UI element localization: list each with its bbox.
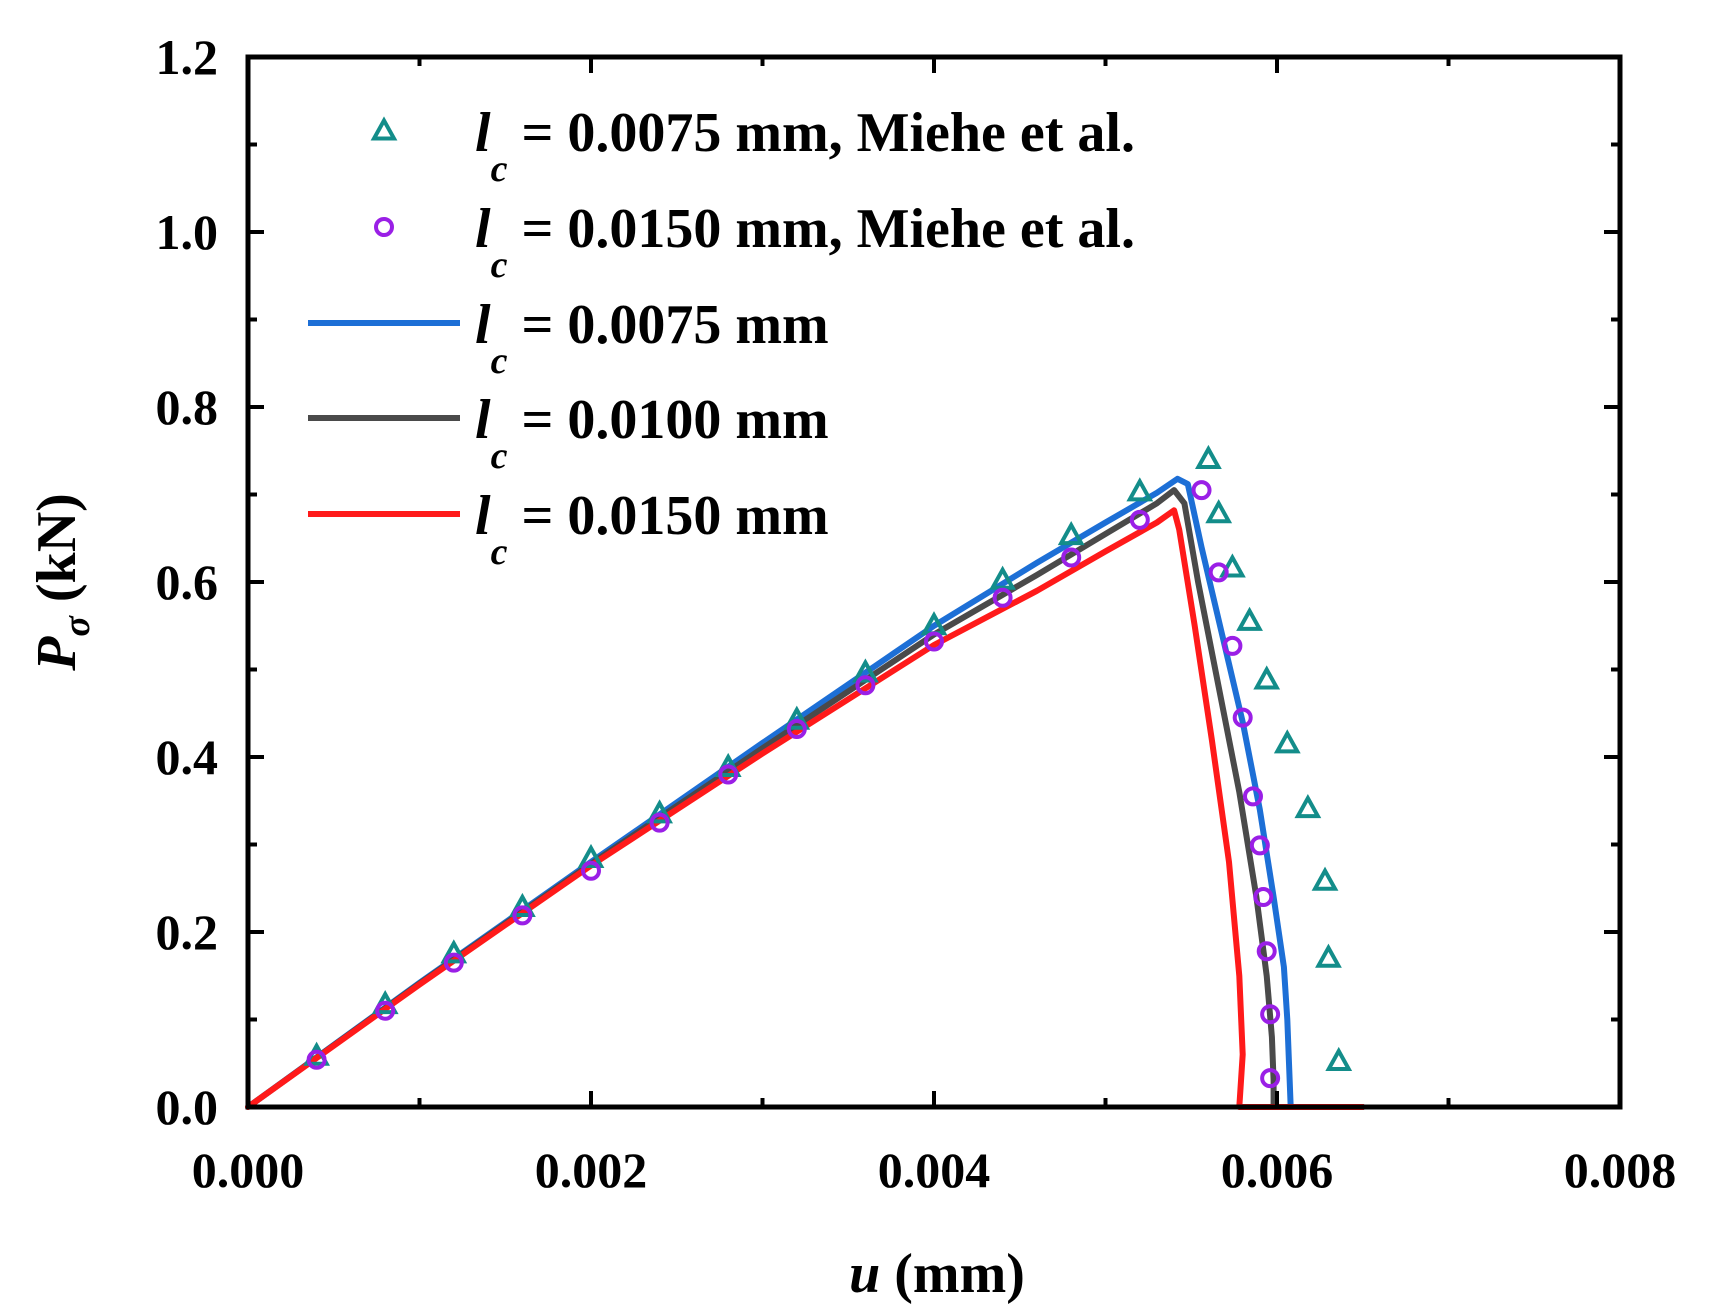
legend-item-lc_0.0075: lc = 0.0075 mm [308, 294, 829, 382]
data-point-circle [924, 631, 944, 652]
data-point-circle [1242, 786, 1263, 807]
y-tick-label: 0.6 [156, 554, 219, 610]
data-point-triangle [1253, 665, 1281, 690]
data-point-triangle [1273, 729, 1301, 754]
data-point-circle [649, 812, 670, 833]
series-line-lc_0.0150 [245, 507, 1366, 1110]
series-layer [245, 444, 1366, 1110]
data-point-triangle [1126, 477, 1154, 502]
legend-item-lc_0.0150_miehe: lc = 0.0150 mm, Miehe et al. [374, 198, 1135, 286]
legend-label: lc = 0.0075 mm [475, 294, 829, 382]
data-point-circle [1260, 1068, 1281, 1089]
legend: lc = 0.0075 mm, Miehe et al.lc = 0.0150 … [308, 102, 1135, 573]
legend-item-lc_0.0150: lc = 0.0150 mm [308, 485, 829, 573]
y-tick-label: 0.4 [156, 729, 219, 785]
data-point-triangle [1236, 606, 1263, 631]
y-axis-title: Pσ (kN) [26, 493, 98, 672]
legend-swatch-circle [374, 217, 394, 237]
data-point-circle [1260, 1004, 1281, 1025]
data-point-triangle [1294, 794, 1322, 819]
legend-item-lc_0.0100: lc = 0.0100 mm [308, 389, 829, 477]
data-point-triangle [1057, 521, 1085, 546]
y-tick-label: 0.0 [156, 1079, 219, 1135]
x-tick-label: 0.006 [1221, 1142, 1334, 1198]
data-point-circle [786, 719, 807, 739]
data-point-triangle [440, 939, 468, 964]
y-tick-label: 0.8 [156, 379, 219, 435]
data-point-triangle [783, 705, 811, 730]
y-tick-label: 1.2 [156, 29, 219, 85]
data-point-triangle [646, 799, 673, 824]
data-point-circle [992, 587, 1013, 608]
x-tick-label: 0.000 [192, 1142, 305, 1198]
y-tick-label: 1.0 [156, 204, 219, 260]
data-point-circle [1232, 707, 1253, 728]
legend-label: lc = 0.0100 mm [475, 389, 829, 477]
data-point-circle [1061, 547, 1082, 568]
y-tick-label: 0.2 [156, 904, 219, 960]
data-point-circle [1222, 635, 1243, 656]
ticks-layer: 0.000 0.002 0.004 0.006 0.008 0.0 0.2 0.4 0.6 0.8… [156, 29, 1677, 1198]
data-point-triangle [577, 843, 605, 868]
data-point-circle [1249, 835, 1270, 856]
data-point-circle [1129, 509, 1150, 530]
series-lc_0.0150_miehe [306, 480, 1281, 1089]
data-point-triangle [509, 892, 536, 917]
data-point-circle [1191, 480, 1212, 501]
x-tick-label: 0.002 [535, 1142, 648, 1198]
legend-label: lc = 0.0075 mm, Miehe et al. [475, 102, 1135, 190]
data-point-circle [1253, 887, 1274, 907]
data-point-triangle [1219, 553, 1246, 578]
data-point-triangle [1325, 1046, 1353, 1071]
series-lc_0.0100 [245, 487, 1366, 1110]
data-point-circle [1208, 562, 1229, 583]
data-point-circle [855, 675, 876, 696]
data-point-triangle [1311, 866, 1339, 891]
data-point-circle [375, 1000, 396, 1021]
data-point-triangle [1205, 499, 1233, 524]
data-point-circle [581, 860, 601, 881]
data-point-circle [718, 764, 739, 785]
x-axis-title: u (mm) [849, 1243, 1025, 1305]
legend-label: lc = 0.0150 mm, Miehe et al. [475, 198, 1135, 286]
data-point-circle [1256, 941, 1277, 962]
series-line-lc_0.0100 [245, 487, 1366, 1110]
data-point-circle [443, 952, 464, 973]
data-point-circle [306, 1049, 327, 1070]
legend-label: lc = 0.0150 mm [475, 485, 829, 573]
data-point-circle [512, 905, 533, 926]
legend-swatch-triangle [370, 116, 398, 141]
x-tick-label: 0.008 [1564, 1142, 1677, 1198]
series-lc_0.0150 [245, 507, 1366, 1110]
data-point-triangle [1195, 444, 1222, 469]
data-point-triangle [1315, 943, 1342, 968]
legend-item-lc_0.0075_miehe: lc = 0.0075 mm, Miehe et al. [370, 102, 1135, 190]
x-tick-label: 0.004 [878, 1142, 991, 1198]
data-point-triangle [852, 658, 879, 683]
